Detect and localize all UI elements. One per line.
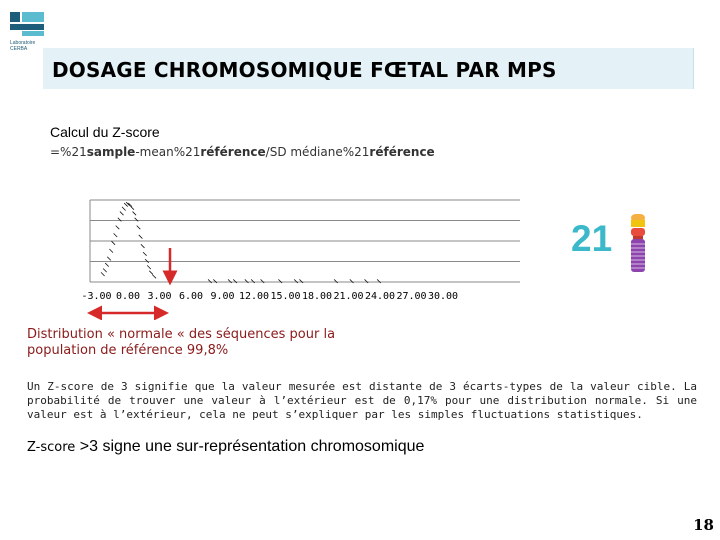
zscore-conclusion: Z-score >3 signe une sur-représentation … — [27, 436, 424, 456]
reference-distribution-note: Distribution « normale « des séquences p… — [27, 327, 336, 358]
title-band: DOSAGE CHROMOSOMIQUE FŒTAL PAR MPS — [43, 48, 694, 89]
data-point — [227, 279, 232, 284]
logo-mark-icon — [10, 12, 44, 38]
slide-title: DOSAGE CHROMOSOMIQUE FŒTAL PAR MPS — [52, 58, 557, 82]
formula-part2: sample — [86, 145, 136, 159]
data-point — [134, 217, 139, 222]
data-point — [149, 270, 154, 275]
data-point — [364, 279, 369, 284]
page-number: 18 — [693, 516, 714, 534]
subtitle: Calcul du Z-score — [50, 124, 160, 140]
x-tick-label: 3.00 — [147, 291, 171, 302]
data-point — [140, 244, 145, 249]
x-tick-label: 9.00 — [210, 291, 234, 302]
lab-logo: Laboratoire CERBA — [10, 12, 46, 52]
logo-line2: CERBA — [10, 46, 28, 52]
data-point — [132, 211, 137, 216]
data-point — [125, 201, 131, 207]
data-point — [349, 279, 354, 284]
data-point — [213, 279, 218, 284]
data-point — [121, 206, 126, 211]
x-tick-label: 15.00 — [270, 291, 300, 302]
data-point — [111, 240, 116, 246]
data-point — [376, 279, 382, 284]
data-point — [102, 268, 107, 273]
x-tick-label: -3.00 — [81, 291, 111, 302]
data-point — [293, 279, 299, 284]
zscore-conclusion-text: >3 signe une sur-représentation chromoso… — [75, 438, 425, 455]
formula-part6: référence — [369, 145, 435, 159]
data-point — [119, 211, 124, 216]
x-tick-label: 21.00 — [333, 291, 363, 302]
data-point — [146, 265, 152, 270]
data-point — [144, 258, 149, 264]
formula-part5: /SD médiane%21 — [265, 145, 370, 159]
data-point — [278, 279, 283, 284]
data-point — [260, 279, 265, 284]
data-point — [113, 233, 118, 238]
data-point — [100, 272, 105, 277]
chromosome-21-label: 21 — [571, 218, 613, 259]
data-point — [244, 279, 249, 284]
x-tick-label: 6.00 — [179, 291, 203, 302]
data-point — [142, 251, 147, 257]
data-point — [104, 262, 110, 267]
chromosome-icon — [631, 214, 645, 272]
zscore-label: Z-score — [27, 440, 76, 455]
data-point — [250, 279, 256, 284]
x-tick-label: 12.00 — [239, 291, 269, 302]
data-point — [109, 248, 114, 253]
data-point — [152, 274, 157, 279]
data-point — [117, 217, 122, 222]
formula-part4: référence — [200, 145, 266, 159]
data-point — [123, 202, 128, 207]
zscore-distribution-chart: -3.00 0.00 3.00 6.00 9.00 12.00 15.00 18.00 21.0… — [81, 199, 520, 320]
logo-text: Laboratoire CERBA — [10, 40, 46, 52]
x-tick-label: 27.00 — [396, 291, 426, 302]
data-point — [333, 279, 338, 284]
data-point — [299, 279, 304, 284]
x-tick-label: 30.00 — [428, 291, 458, 302]
zscore-explanation: Un Z-score de 3 signifie que la valeur m… — [27, 380, 697, 421]
data-point — [130, 205, 135, 210]
data-point — [138, 234, 143, 239]
data-point — [115, 225, 120, 230]
data-point — [107, 256, 112, 261]
x-tick-label: 0.00 — [116, 291, 140, 302]
x-tick-label: 18.00 — [302, 291, 332, 302]
zscore-formula: =%21sample-mean%21référence/SD médiane%2… — [50, 145, 435, 159]
logo-line1: Laboratoire — [10, 40, 36, 46]
x-tick-label: 24.00 — [365, 291, 395, 302]
formula-part1: =%21 — [50, 145, 87, 159]
formula-part3: -mean%21 — [135, 145, 201, 159]
data-point — [128, 202, 133, 207]
data-point — [207, 279, 212, 284]
data-point — [136, 225, 141, 230]
data-point — [233, 279, 238, 284]
